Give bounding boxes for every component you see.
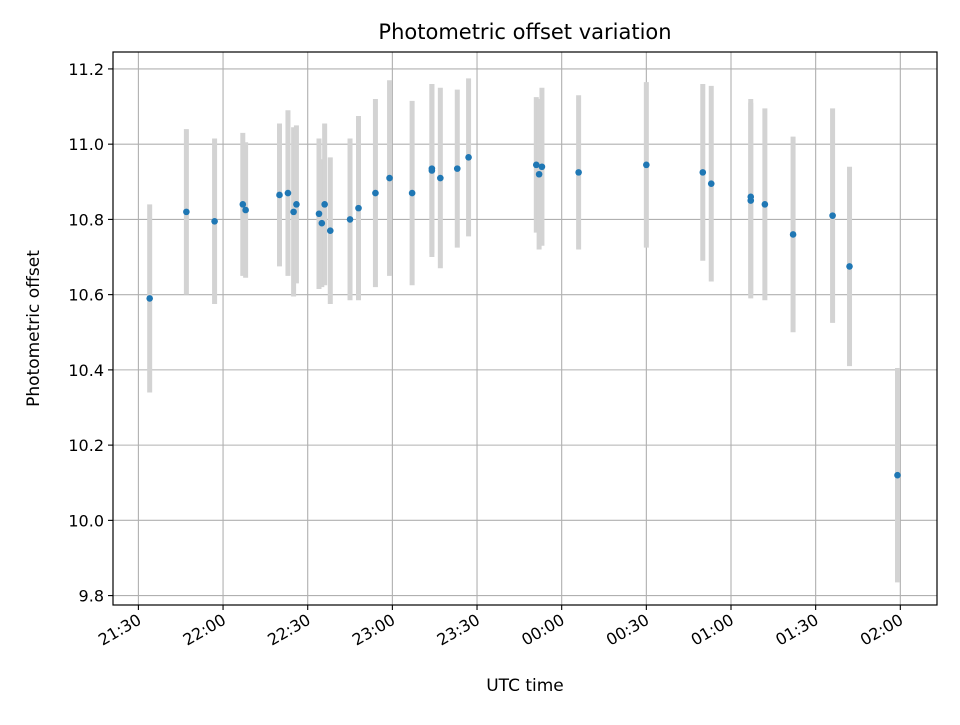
data-point xyxy=(428,165,436,172)
data-point xyxy=(453,165,461,172)
data-point xyxy=(846,263,853,270)
data-point xyxy=(386,174,393,182)
data-point xyxy=(535,170,543,178)
data-point xyxy=(318,219,326,227)
y-tick-label: 10.8 xyxy=(68,210,104,229)
y-tick-label: 10.2 xyxy=(68,436,104,455)
data-point xyxy=(284,189,292,197)
data-point xyxy=(315,210,323,218)
data-point xyxy=(211,217,218,225)
y-tick-label: 10.0 xyxy=(68,511,104,530)
y-tick-label: 10.6 xyxy=(68,286,104,305)
data-point xyxy=(575,169,582,176)
y-tick-label: 11.2 xyxy=(68,60,104,79)
data-point xyxy=(829,212,836,219)
data-point xyxy=(437,174,444,182)
y-tick-label: 10.4 xyxy=(68,361,104,380)
x-axis-label: UTC time xyxy=(486,676,564,696)
data-point xyxy=(408,189,416,197)
data-point xyxy=(293,201,300,208)
data-point xyxy=(346,216,354,223)
data-point xyxy=(532,161,540,169)
data-point xyxy=(242,206,249,214)
grid-layer xyxy=(113,52,937,605)
data-point xyxy=(239,201,247,208)
data-point xyxy=(747,193,755,201)
point-layer xyxy=(146,154,901,479)
data-point xyxy=(326,227,334,234)
data-point xyxy=(761,201,769,208)
y-axis-label: Photometric offset xyxy=(24,250,44,407)
data-point xyxy=(643,161,650,169)
data-point xyxy=(290,208,297,216)
data-point xyxy=(789,231,797,238)
y-tick-label: 11.0 xyxy=(68,135,104,154)
data-point xyxy=(355,204,362,212)
data-point xyxy=(321,201,328,208)
data-point xyxy=(146,295,153,302)
data-point xyxy=(465,154,472,161)
data-point xyxy=(707,180,715,187)
data-point xyxy=(538,163,546,171)
data-point xyxy=(276,191,283,199)
data-point xyxy=(372,189,379,197)
y-tick-label: 9.8 xyxy=(79,587,104,606)
data-point xyxy=(183,208,190,216)
data-point xyxy=(699,169,707,176)
plot-frame xyxy=(112,51,938,606)
chart-title: Photometric offset variation xyxy=(378,20,671,44)
data-point xyxy=(894,471,901,479)
